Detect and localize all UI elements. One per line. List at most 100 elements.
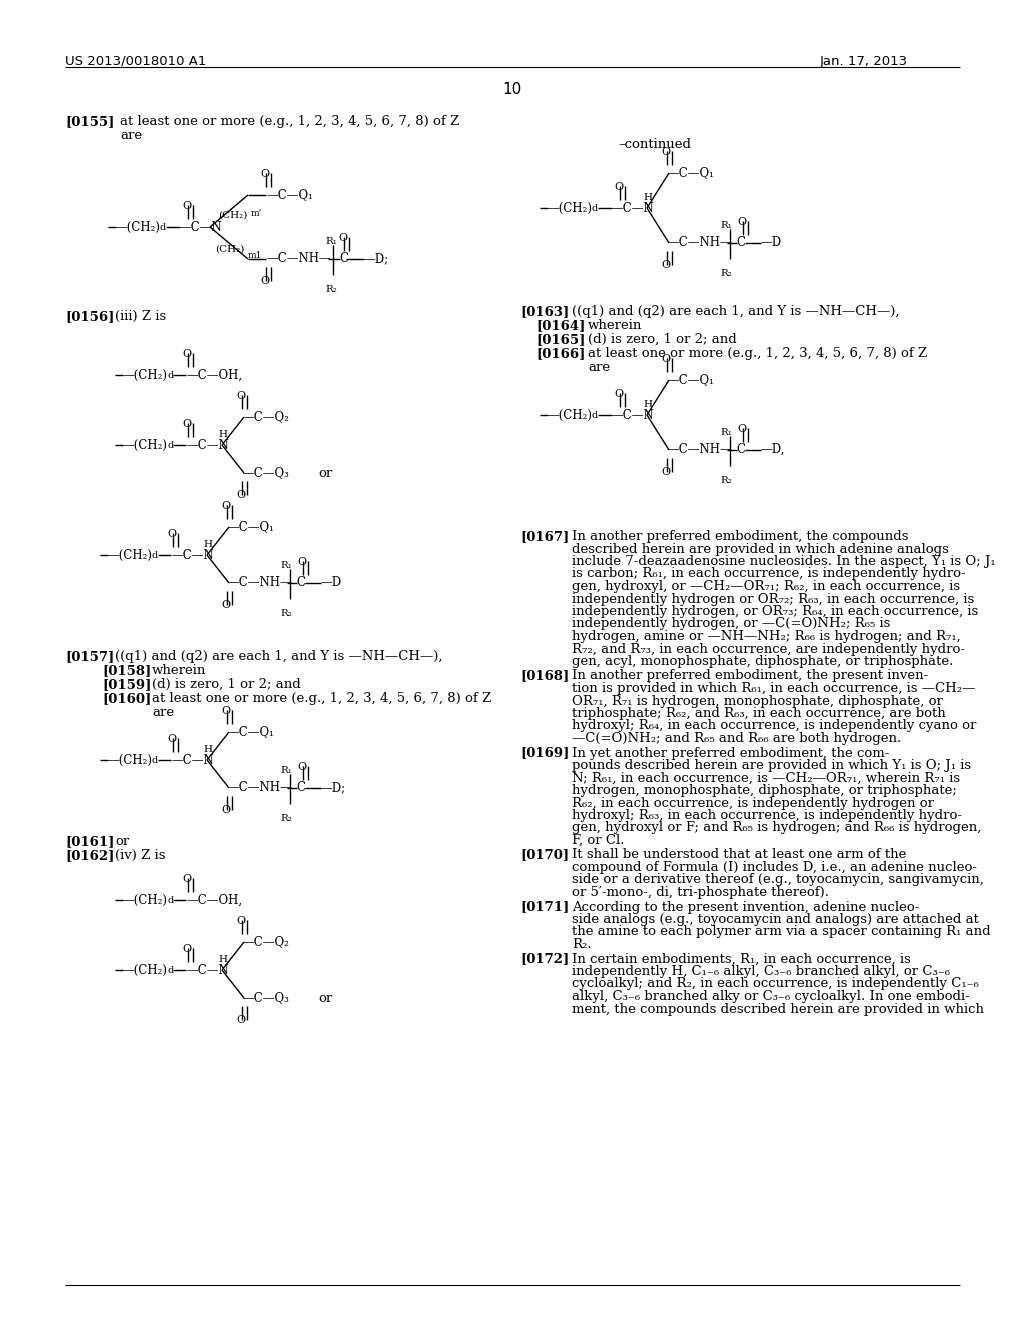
Text: O: O — [182, 201, 191, 211]
Text: pounds described herein are provided in which Y₁ is O; J₁ is: pounds described herein are provided in … — [572, 759, 971, 772]
Text: —D;: —D; — [362, 252, 388, 265]
Text: [0172]: [0172] — [520, 953, 569, 965]
Text: hydrogen, amine or —NH—NH₂; R₆₆ is hydrogen; and R₇₁,: hydrogen, amine or —NH—NH₂; R₆₆ is hydro… — [572, 630, 961, 643]
Text: or: or — [318, 993, 332, 1005]
Text: (iii) Z is: (iii) Z is — [115, 310, 166, 323]
Text: [0158]: [0158] — [102, 664, 152, 677]
Text: —C—Q₃: —C—Q₃ — [242, 991, 289, 1005]
Text: —C—Q₁: —C—Q₁ — [667, 374, 714, 385]
Text: F, or Cl.: F, or Cl. — [572, 834, 625, 847]
Text: O: O — [237, 916, 246, 927]
Text: —(CH₂): —(CH₂) — [106, 754, 152, 767]
Text: gen, acyl, monophosphate, diphosphate, or triphosphate.: gen, acyl, monophosphate, diphosphate, o… — [572, 655, 953, 668]
Text: —C—Q₂: —C—Q₂ — [242, 935, 289, 948]
Text: m1: m1 — [248, 251, 262, 260]
Text: —C—NH—: —C—NH— — [227, 576, 292, 589]
Text: N; R₆₁, in each occurrence, is —CH₂—OR₇₁, wherein R₇₁ is: N; R₆₁, in each occurrence, is —CH₂—OR₇₁… — [572, 771, 961, 784]
Text: H: H — [203, 744, 212, 754]
Text: compound of Formula (I) includes D, i.e., an adenine nucleo-: compound of Formula (I) includes D, i.e.… — [572, 861, 977, 874]
Text: [0159]: [0159] — [102, 678, 152, 690]
Text: H: H — [643, 400, 652, 409]
Text: O: O — [168, 734, 176, 744]
Text: d: d — [160, 223, 166, 232]
Text: include 7-deazaadenosine nucleosides. In the aspect, Y₁ is O; J₁: include 7-deazaadenosine nucleosides. In… — [572, 554, 995, 568]
Text: —(CH₂): —(CH₂) — [106, 549, 152, 562]
Text: side or a derivative thereof (e.g., toyocamycin, sangivamycin,: side or a derivative thereof (e.g., toyo… — [572, 874, 984, 887]
Text: —C—N: —C—N — [186, 440, 228, 451]
Text: —(CH₂): —(CH₂) — [122, 370, 167, 381]
Text: are: are — [588, 360, 610, 374]
Text: —(CH₂): —(CH₂) — [122, 964, 167, 977]
Text: (d) is zero, 1 or 2; and: (d) is zero, 1 or 2; and — [152, 678, 301, 690]
Text: Jan. 17, 2013: Jan. 17, 2013 — [820, 55, 908, 69]
Text: O: O — [221, 502, 230, 511]
Text: —D: —D — [319, 576, 341, 589]
Text: C: C — [296, 781, 305, 795]
Text: tion is provided in which R₆₁, in each occurrence, is —CH₂—: tion is provided in which R₆₁, in each o… — [572, 682, 976, 696]
Text: —C—N: —C—N — [611, 202, 653, 215]
Text: O: O — [182, 874, 191, 884]
Text: [0160]: [0160] — [102, 692, 152, 705]
Text: or: or — [318, 467, 332, 480]
Text: R₂: R₂ — [720, 269, 732, 279]
Text: —C—Q₁: —C—Q₁ — [227, 725, 273, 738]
Text: [0161]: [0161] — [65, 836, 115, 847]
Text: [0155]: [0155] — [65, 115, 115, 128]
Text: O: O — [221, 601, 230, 610]
Text: O: O — [737, 424, 746, 434]
Text: O: O — [237, 490, 246, 500]
Text: According to the present invention, adenine nucleo-: According to the present invention, aden… — [572, 900, 920, 913]
Text: [0169]: [0169] — [520, 747, 569, 759]
Text: d: d — [592, 205, 598, 213]
Text: hydroxyl; R₆₃, in each occurrence, is independently hydro-: hydroxyl; R₆₃, in each occurrence, is in… — [572, 809, 962, 822]
Text: independently hydrogen, or OR₇₃; R₆₄, in each occurrence, is: independently hydrogen, or OR₇₃; R₆₄, in… — [572, 605, 978, 618]
Text: O: O — [662, 147, 671, 157]
Text: [0156]: [0156] — [65, 310, 115, 323]
Text: [0170]: [0170] — [520, 849, 569, 862]
Text: —C—Q₁: —C—Q₁ — [667, 166, 714, 180]
Text: d: d — [167, 441, 173, 450]
Text: O: O — [662, 467, 671, 477]
Text: C: C — [736, 236, 745, 249]
Text: independently hydrogen or OR₇₂; R₆₃, in each occurrence, is: independently hydrogen or OR₇₂; R₆₃, in … — [572, 593, 974, 606]
Text: R₇₂, and R₇₃, in each occurrence, are independently hydro-: R₇₂, and R₇₃, in each occurrence, are in… — [572, 643, 965, 656]
Text: described herein are provided in which adenine analogs: described herein are provided in which a… — [572, 543, 949, 556]
Text: —D,: —D, — [760, 444, 784, 455]
Text: —C(=O)NH₂; and R₆₅ and R₆₆ are both hydrogen.: —C(=O)NH₂; and R₆₅ and R₆₆ are both hydr… — [572, 733, 901, 744]
Text: —C—NH—: —C—NH— — [667, 236, 732, 249]
Text: O: O — [237, 391, 246, 401]
Text: d: d — [152, 550, 159, 560]
Text: (CH₂): (CH₂) — [215, 246, 245, 253]
Text: H: H — [218, 430, 227, 440]
Text: are: are — [120, 129, 142, 143]
Text: In yet another preferred embodiment, the com-: In yet another preferred embodiment, the… — [572, 747, 890, 759]
Text: —C—NH—: —C—NH— — [266, 252, 331, 265]
Text: wherein: wherein — [152, 664, 207, 677]
Text: [0166]: [0166] — [536, 347, 586, 360]
Text: —C—Q₁: —C—Q₁ — [227, 520, 273, 533]
Text: triphosphate; R₆₂, and R₆₃, in each occurrence, are both: triphosphate; R₆₂, and R₆₃, in each occu… — [572, 708, 946, 719]
Text: at least one or more (e.g., 1, 2, 3, 4, 5, 6, 7, 8) of Z: at least one or more (e.g., 1, 2, 3, 4, … — [120, 115, 459, 128]
Text: hydroxyl; R₆₄, in each occurrence, is independently cyano or: hydroxyl; R₆₄, in each occurrence, is in… — [572, 719, 976, 733]
Text: at least one or more (e.g., 1, 2, 3, 4, 5, 6, 7, 8) of Z: at least one or more (e.g., 1, 2, 3, 4, … — [152, 692, 492, 705]
Text: [0163]: [0163] — [520, 305, 569, 318]
Text: d: d — [152, 756, 159, 766]
Text: R₁: R₁ — [280, 766, 292, 775]
Text: O: O — [737, 216, 746, 227]
Text: are: are — [152, 706, 174, 719]
Text: O: O — [662, 260, 671, 271]
Text: ((q1) and (q2) are each 1, and Y is —NH—CH—),: ((q1) and (q2) are each 1, and Y is —NH—… — [115, 649, 442, 663]
Text: hydrogen, monophosphate, diphosphate, or triphosphate;: hydrogen, monophosphate, diphosphate, or… — [572, 784, 956, 797]
Text: d: d — [167, 966, 173, 975]
Text: —C—N: —C—N — [171, 549, 214, 562]
Text: (d) is zero, 1 or 2; and: (d) is zero, 1 or 2; and — [588, 333, 736, 346]
Text: (iv) Z is: (iv) Z is — [115, 849, 166, 862]
Text: H: H — [203, 540, 212, 549]
Text: or 5′-mono-, di, tri-phosphate thereof).: or 5′-mono-, di, tri-phosphate thereof). — [572, 886, 829, 899]
Text: O: O — [297, 762, 306, 772]
Text: at least one or more (e.g., 1, 2, 3, 4, 5, 6, 7, 8) of Z: at least one or more (e.g., 1, 2, 3, 4, … — [588, 347, 928, 360]
Text: R₂.: R₂. — [572, 939, 592, 950]
Text: —C—N: —C—N — [186, 964, 228, 977]
Text: [0157]: [0157] — [65, 649, 115, 663]
Text: —(CH₂): —(CH₂) — [115, 220, 160, 234]
